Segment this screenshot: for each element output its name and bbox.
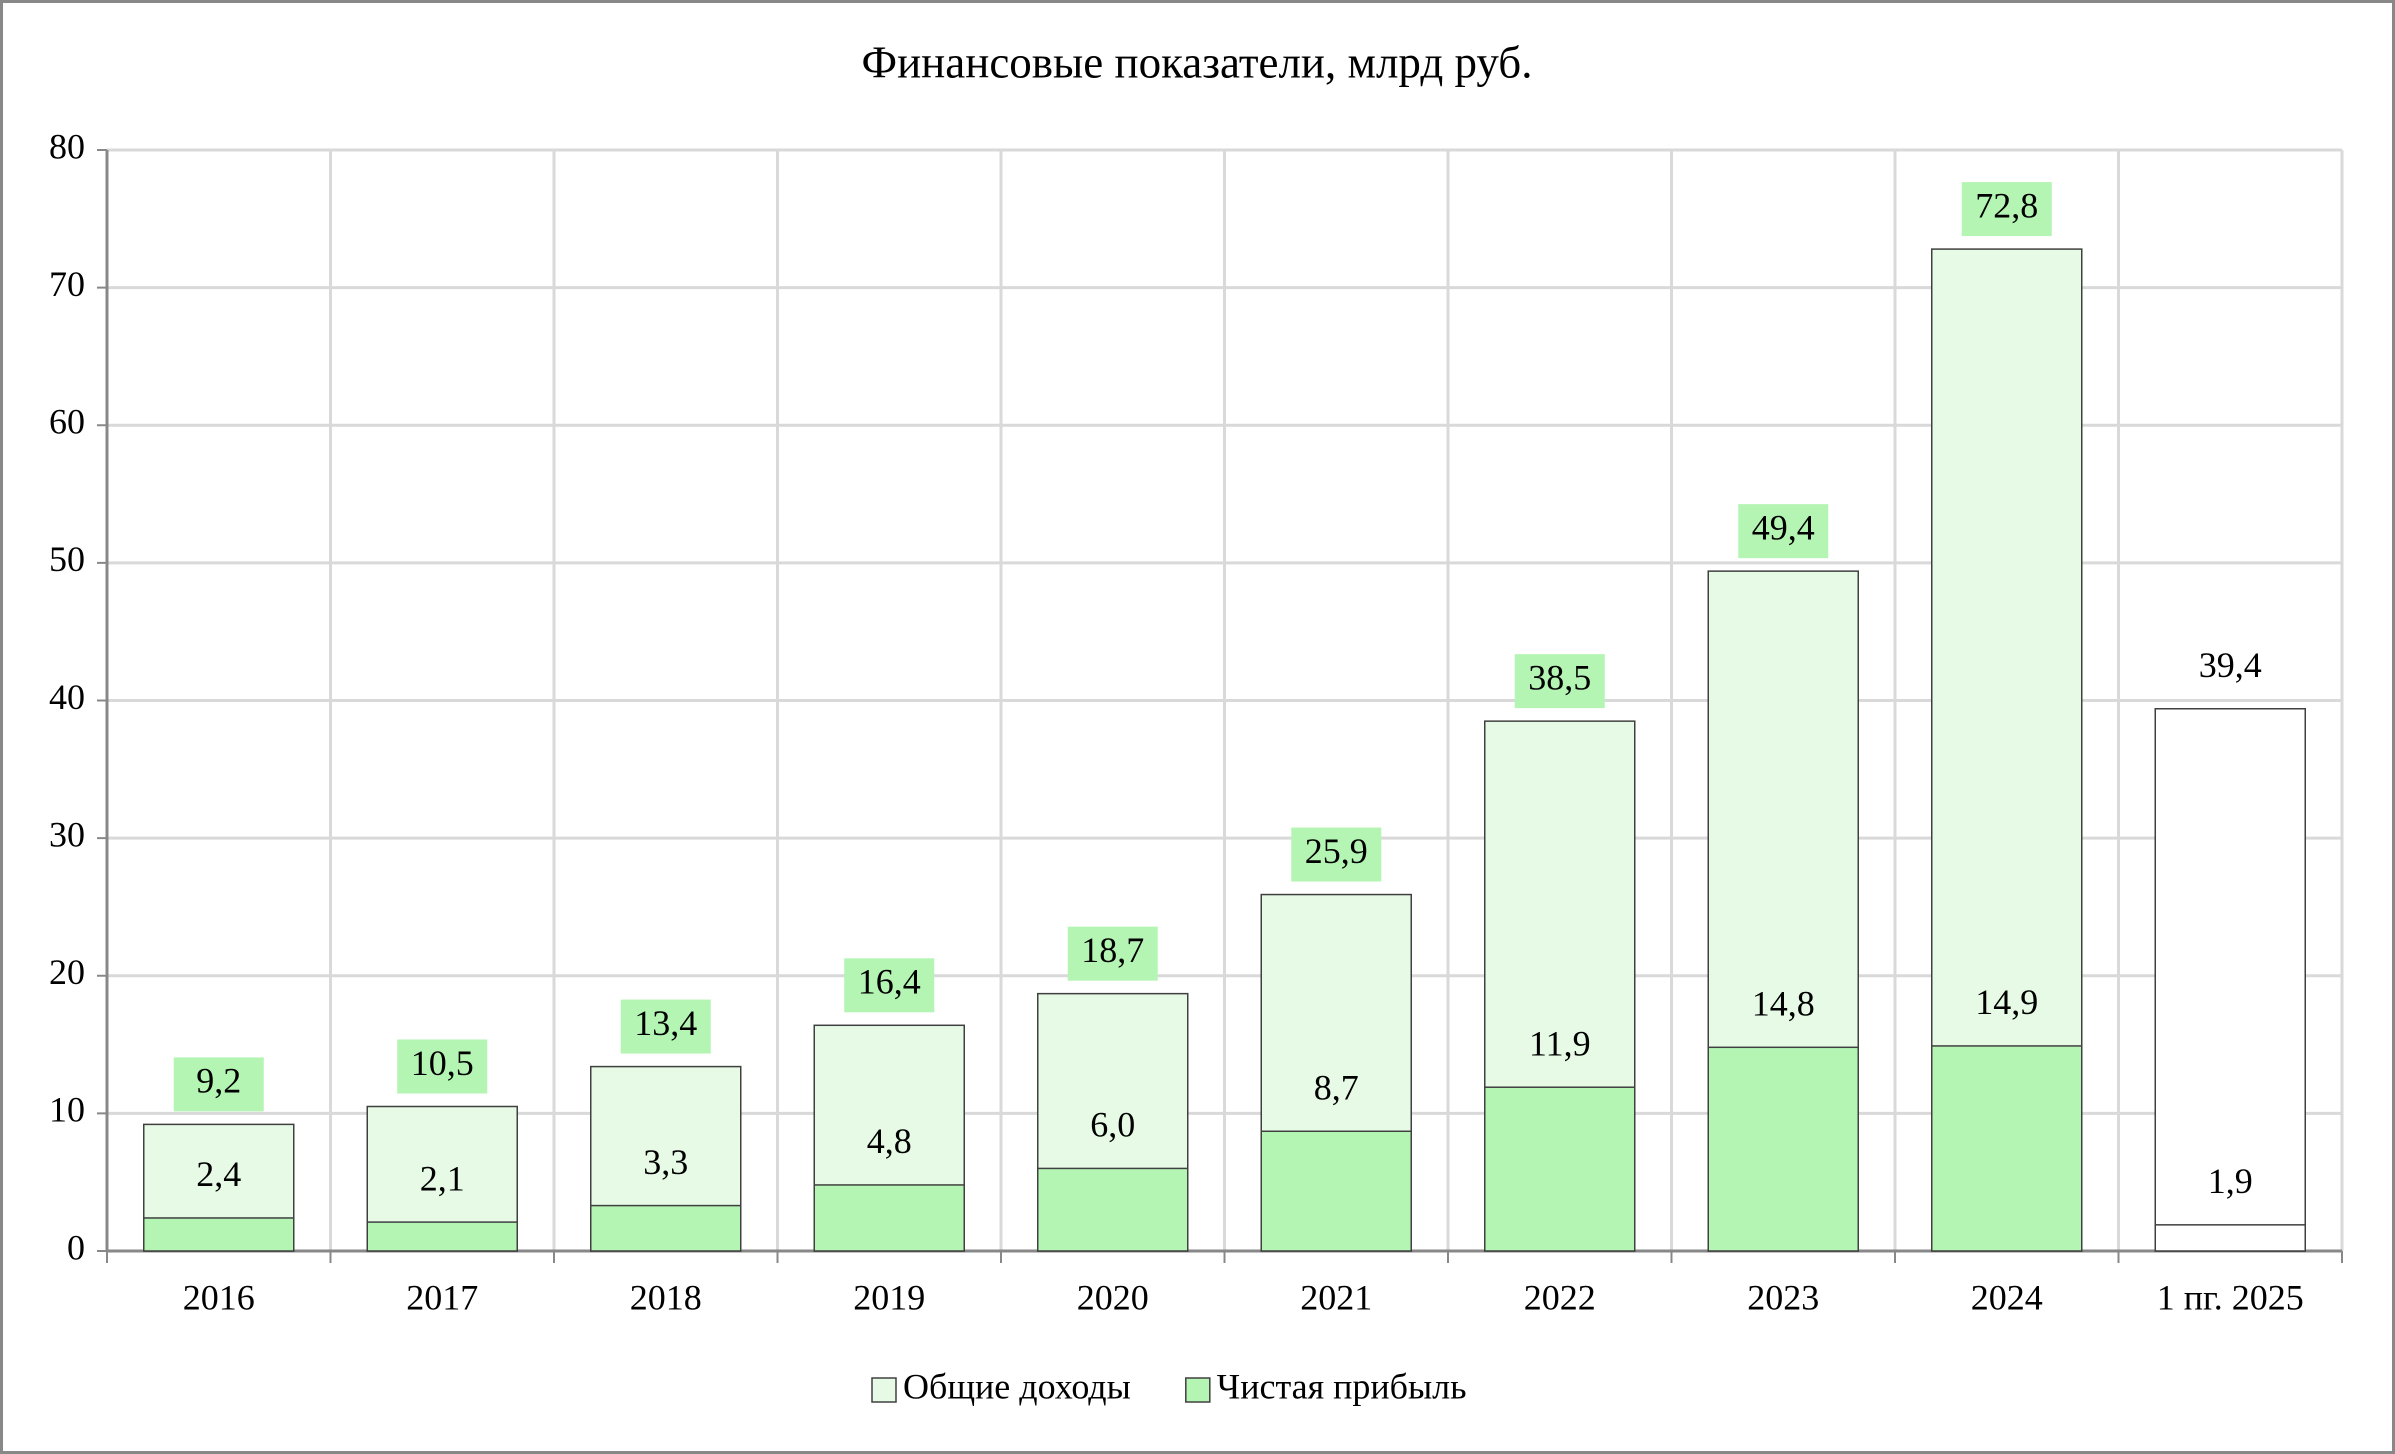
data-label: 11,9 <box>1529 1023 1591 1063</box>
data-label: 14,8 <box>1752 984 1815 1024</box>
label-background <box>1514 654 1605 709</box>
data-label: 1,9 <box>2208 1161 2253 1201</box>
x-tick-label: 2019 <box>853 1277 925 1317</box>
label-background <box>173 1057 264 1112</box>
bar <box>1707 1046 1859 1252</box>
data-label: 2,4 <box>196 1154 241 1194</box>
x-tick-label: 2016 <box>183 1277 255 1317</box>
legend-swatch <box>1185 1377 1211 1403</box>
bar <box>1260 1130 1412 1252</box>
y-tick-label: 60 <box>49 402 85 442</box>
label-background <box>1067 926 1158 981</box>
data-label: 10,5 <box>411 1043 474 1083</box>
x-tick-label: 2022 <box>1524 1277 1596 1317</box>
data-label: 25,9 <box>1305 831 1368 871</box>
data-label: 72,8 <box>1975 185 2038 225</box>
bar <box>813 1184 965 1252</box>
y-tick-label: 30 <box>49 814 85 854</box>
bar <box>1037 1167 1189 1252</box>
x-tick-label: 2023 <box>1747 1277 1819 1317</box>
data-label: 2,1 <box>420 1158 465 1198</box>
data-label: 38,5 <box>1528 657 1591 697</box>
x-tick-label: 2024 <box>1971 1277 2043 1317</box>
y-tick-label: 50 <box>49 539 85 579</box>
bar <box>2154 1224 2306 1252</box>
bar <box>143 1217 295 1252</box>
label-background <box>2185 641 2276 696</box>
data-label: 18,7 <box>1081 930 1144 970</box>
label-background <box>1291 827 1382 882</box>
data-label: 3,3 <box>643 1142 688 1182</box>
x-tick-label: 2020 <box>1077 1277 1149 1317</box>
bar <box>590 1204 742 1252</box>
data-label: 8,7 <box>1314 1068 1359 1108</box>
legend: Общие доходы Чистая прибыль <box>871 1366 1467 1406</box>
data-label: 4,8 <box>867 1121 912 1161</box>
data-label: 49,4 <box>1752 507 1815 547</box>
data-label: 9,2 <box>196 1061 241 1101</box>
x-tick-label: 2018 <box>630 1277 702 1317</box>
x-tick-label: 1 пг. 2025 <box>2157 1277 2304 1317</box>
bar <box>366 1221 518 1252</box>
label-background <box>1738 504 1829 559</box>
legend-label: Общие доходы <box>903 1366 1131 1406</box>
y-tick-label: 10 <box>49 1090 85 1130</box>
data-label: 16,4 <box>858 962 921 1002</box>
y-tick-label: 0 <box>67 1227 85 1267</box>
bar <box>1484 1086 1636 1252</box>
y-tick-label: 80 <box>49 126 85 166</box>
x-tick-label: 2021 <box>1300 1277 1372 1317</box>
x-tick-label: 2017 <box>406 1277 478 1317</box>
y-tick-label: 70 <box>49 264 85 304</box>
bar <box>2154 708 2306 1252</box>
y-tick-label: 20 <box>49 952 85 992</box>
data-label: 14,9 <box>1975 982 2038 1022</box>
label-background <box>620 999 711 1054</box>
label-background <box>397 1039 488 1094</box>
chart-title: Финансовые показатели, млрд руб. <box>862 37 1533 87</box>
legend-swatch <box>871 1377 897 1403</box>
data-label: 39,4 <box>2199 645 2262 685</box>
label-background <box>844 958 935 1013</box>
data-label: 6,0 <box>1090 1105 1135 1145</box>
bar <box>1931 1045 2083 1252</box>
y-tick-label: 40 <box>49 677 85 717</box>
data-label: 13,4 <box>634 1003 697 1043</box>
label-background <box>1961 182 2052 237</box>
legend-label: Чистая прибыль <box>1217 1366 1467 1406</box>
